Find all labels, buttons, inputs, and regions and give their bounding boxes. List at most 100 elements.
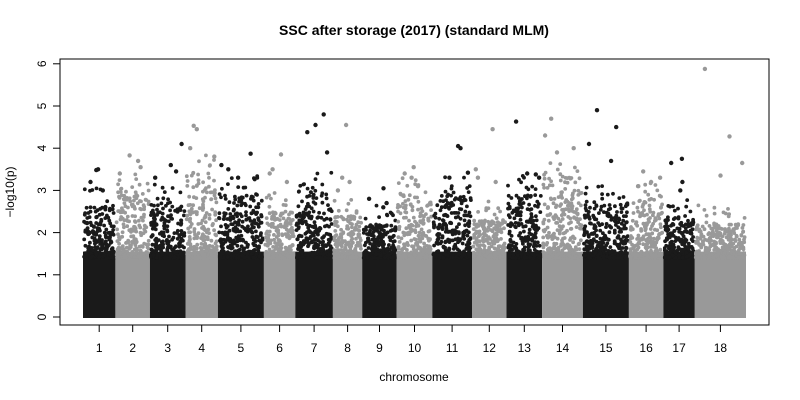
snp-point — [264, 216, 269, 221]
snp-point — [673, 216, 677, 220]
snp-point — [677, 229, 682, 234]
snp-point — [563, 176, 568, 180]
snp-point — [542, 172, 546, 177]
snp-point — [696, 203, 701, 208]
snp-point — [218, 256, 223, 260]
snp-point — [325, 249, 329, 254]
snp-point — [151, 253, 156, 257]
snp-point — [213, 210, 218, 215]
snp-point — [311, 209, 316, 214]
snp-point — [85, 220, 90, 225]
snp-point — [429, 208, 433, 213]
snp-point — [417, 236, 422, 241]
snp-point — [155, 213, 160, 217]
snp-point — [477, 219, 482, 224]
snp-point — [587, 217, 592, 221]
snp-point — [562, 236, 567, 240]
snp-point — [583, 203, 588, 208]
x-tick-label: 15 — [599, 341, 613, 355]
snp-point — [547, 183, 552, 188]
snp-point — [675, 226, 680, 231]
snp-point — [361, 227, 366, 232]
snp-point — [225, 217, 230, 221]
snp-point — [358, 236, 362, 240]
snp-point — [480, 255, 484, 260]
snp-point — [167, 234, 171, 239]
snp-point — [199, 221, 204, 226]
snp-point — [256, 248, 260, 253]
snp-point — [449, 211, 454, 215]
snp-point — [189, 206, 194, 211]
snp-point — [423, 190, 428, 195]
snp-point — [97, 255, 101, 259]
snp-point — [535, 199, 540, 204]
snp-point — [185, 179, 190, 183]
snp-point — [187, 209, 192, 214]
snp-point — [390, 250, 394, 255]
snp-point — [421, 218, 426, 222]
snp-point — [612, 249, 617, 254]
snp-point — [263, 242, 268, 247]
snp-point — [408, 202, 413, 207]
snp-point — [741, 229, 746, 234]
snp-point — [245, 245, 250, 249]
snp-point — [296, 247, 300, 252]
snp-point — [153, 217, 157, 222]
snp-point — [599, 243, 604, 248]
snp-point — [606, 207, 611, 212]
snp-point — [210, 248, 215, 253]
snp-point — [607, 203, 612, 207]
snp-point — [506, 193, 511, 198]
snp-point — [510, 210, 515, 215]
snp-point — [541, 250, 546, 255]
snp-point — [712, 221, 716, 226]
snp-point — [446, 205, 451, 210]
snp-point — [283, 209, 288, 214]
snp-point — [684, 229, 689, 234]
snp-point — [151, 224, 156, 229]
snp-point — [133, 220, 138, 224]
snp-point — [149, 221, 154, 225]
snp-point — [278, 222, 283, 227]
snp-point — [130, 240, 134, 244]
top-hit-point — [324, 150, 330, 155]
x-tick-label: 3 — [164, 341, 171, 355]
snp-point — [311, 200, 316, 205]
snp-point — [691, 235, 695, 239]
snp-point — [646, 192, 651, 197]
snp-point — [531, 244, 536, 249]
snp-point — [520, 174, 525, 178]
snp-point — [317, 210, 321, 215]
snp-point — [141, 252, 146, 256]
snp-point — [301, 213, 306, 218]
snp-point — [721, 210, 726, 215]
snp-point — [254, 229, 258, 234]
chart-title: SSC after storage (2017) (standard MLM) — [279, 22, 549, 38]
snp-point — [249, 194, 254, 199]
snp-point — [686, 224, 691, 229]
snp-point — [258, 233, 263, 238]
top-hit-point — [657, 175, 663, 180]
snp-point — [117, 251, 122, 255]
snp-point — [648, 250, 653, 255]
snp-point — [602, 210, 606, 215]
snp-point — [726, 247, 731, 252]
snp-point — [685, 198, 690, 203]
snp-point — [373, 226, 378, 230]
snp-point — [207, 216, 212, 221]
snp-point — [464, 243, 469, 247]
snp-point — [439, 239, 444, 244]
snp-point — [393, 226, 397, 231]
snp-point — [154, 256, 159, 260]
snp-point — [426, 203, 430, 208]
snp-point — [320, 182, 325, 187]
snp-point — [643, 189, 648, 194]
snp-point — [326, 256, 331, 260]
snp-point — [447, 246, 451, 251]
snp-point — [396, 245, 401, 249]
top-hit-point — [173, 169, 179, 174]
snp-point — [410, 244, 414, 249]
snp-point — [642, 200, 647, 204]
snp-point — [277, 248, 281, 253]
snp-point — [703, 245, 708, 250]
